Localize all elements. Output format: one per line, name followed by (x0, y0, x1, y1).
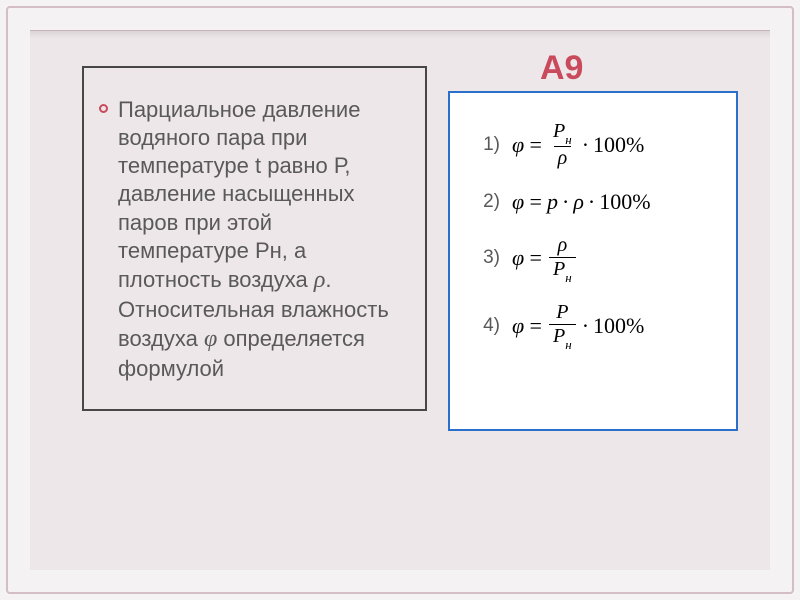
f2-eq: = (528, 189, 543, 215)
answer-label: 2) (460, 191, 512, 213)
f4-num: P (552, 302, 572, 324)
f4-pct: 100% (593, 313, 644, 339)
f4-phi: φ (512, 313, 524, 339)
phi-symbol: φ (204, 326, 217, 352)
slide-card: А9 Парциальное давление водяного пара пр… (30, 30, 770, 570)
f3-phi: φ (512, 245, 524, 271)
formula-2: φ = p · ρ · 100% (512, 189, 651, 215)
q-part-1: Парциальное давление водяного пара при т… (118, 97, 360, 292)
answer-label: 3) (460, 247, 512, 269)
card-shadow (30, 31, 770, 39)
f1-num-p: P (553, 120, 565, 142)
formula-4: φ = P Pн · 100% (512, 302, 644, 350)
answer-option-1[interactable]: 1) φ = Pн ρ · 100% (460, 121, 726, 169)
f2-rho: ρ (573, 189, 584, 215)
question-number: А9 (540, 49, 583, 88)
f4-eq: = (528, 313, 543, 339)
answer-option-2[interactable]: 2) φ = p · ρ · 100% (460, 189, 726, 215)
f1-phi: φ (512, 132, 524, 158)
f2-dot1: · (562, 189, 569, 215)
f4-dot: · (582, 313, 589, 339)
answer-label: 4) (460, 315, 512, 337)
f3-num: ρ (554, 235, 572, 257)
q-punct-1: . (325, 267, 331, 292)
answers-box: 1) φ = Pн ρ · 100% 2) φ = p · ρ · 10 (448, 91, 738, 431)
question-box: Парциальное давление водяного пара при т… (82, 66, 427, 411)
formula-1: φ = Pн ρ · 100% (512, 121, 644, 169)
question-text: Парциальное давление водяного пара при т… (118, 96, 403, 383)
f3-frac: ρ Pн (549, 235, 576, 283)
answer-option-3[interactable]: 3) φ = ρ Pн (460, 235, 726, 283)
f2-pct: 100% (599, 189, 650, 215)
f3-den-sub: н (565, 270, 571, 285)
f4-frac: P Pн (549, 302, 576, 350)
rho-symbol: ρ (314, 267, 326, 293)
f4-den-p: P (553, 325, 565, 347)
f2-dot2: · (588, 189, 595, 215)
f1-num-sub: н (565, 132, 571, 147)
f3-den-p: P (553, 258, 565, 280)
bullet-icon (99, 104, 108, 113)
f4-den-sub: н (565, 337, 571, 352)
f1-eq: = (528, 132, 543, 158)
f2-p: p (547, 189, 558, 215)
f1-pct: 100% (593, 132, 644, 158)
answer-label: 1) (460, 134, 512, 156)
formula-3: φ = ρ Pн (512, 235, 578, 283)
f1-den: ρ (554, 146, 572, 169)
f1-frac: Pн ρ (549, 121, 576, 169)
f1-dot: · (582, 132, 589, 158)
f3-eq: = (528, 245, 543, 271)
f2-phi: φ (512, 189, 524, 215)
answer-option-4[interactable]: 4) φ = P Pн · 100% (460, 302, 726, 350)
